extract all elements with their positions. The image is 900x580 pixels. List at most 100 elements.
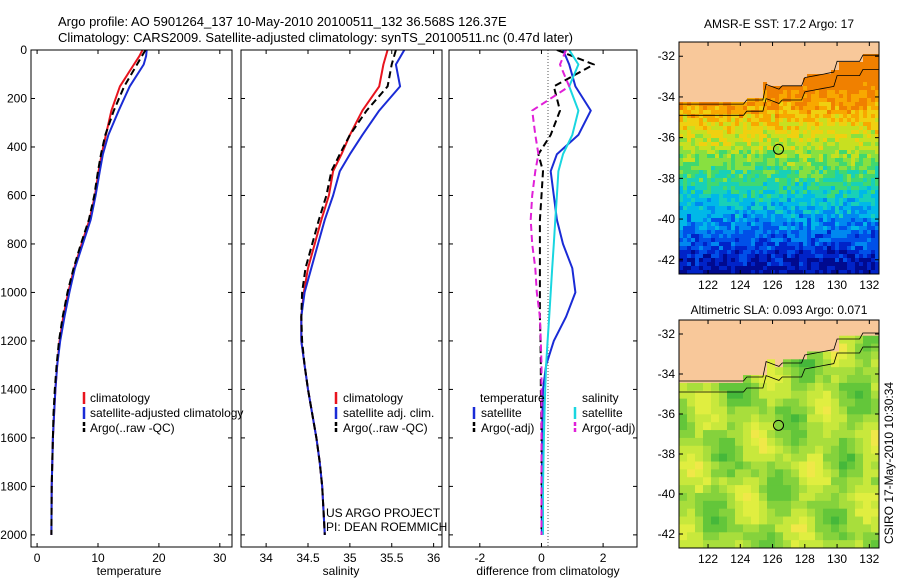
- heatmap-cell: [779, 86, 784, 91]
- heatmap-cell: [871, 118, 876, 123]
- heatmap-cell: [767, 327, 776, 337]
- heatmap-cell: [687, 162, 692, 167]
- heatmap-cell: [855, 138, 860, 143]
- heatmap-cell: [787, 234, 792, 239]
- heatmap-cell: [871, 90, 876, 95]
- map-y-tick-label: -36: [658, 131, 676, 145]
- heatmap-cell: [871, 110, 876, 115]
- heatmap-cell: [759, 178, 764, 183]
- heatmap-cell: [875, 70, 879, 75]
- heatmap-cell: [735, 218, 740, 223]
- heatmap-cell: [867, 210, 872, 215]
- heatmap-cell: [863, 198, 868, 203]
- heatmap-cell: [835, 174, 840, 179]
- map-y-tick-label: -42: [658, 253, 676, 267]
- heatmap-cell: [683, 70, 688, 75]
- heatmap-cell: [875, 94, 879, 99]
- heatmap-cell: [723, 90, 728, 95]
- heatmap-cell: [823, 114, 828, 119]
- heatmap-cell: [807, 250, 812, 255]
- heatmap-cell: [863, 218, 868, 223]
- heatmap-cell: [859, 62, 864, 67]
- heatmap-cell: [783, 90, 788, 95]
- heatmap-cell: [687, 406, 696, 415]
- heatmap-cell: [823, 382, 832, 392]
- heatmap-cell: [839, 102, 844, 107]
- heatmap-cell: [743, 430, 752, 439]
- heatmap-cell: [779, 82, 784, 87]
- heatmap-cell: [783, 250, 788, 255]
- series-line-temperature-argo-adj-: [537, 50, 595, 535]
- heatmap-cell: [811, 270, 816, 274]
- heatmap-cell: [715, 238, 720, 243]
- heatmap-cell: [839, 110, 844, 115]
- heatmap-cell: [735, 150, 740, 155]
- heatmap-cell: [687, 74, 692, 79]
- heatmap-cell: [767, 453, 776, 462]
- heatmap-cell: [679, 398, 688, 407]
- heatmap-cell: [783, 359, 792, 368]
- heatmap-cell: [807, 142, 812, 147]
- difference-axes-box: [448, 49, 638, 548]
- heatmap-cell: [743, 190, 748, 195]
- heatmap-cell: [771, 262, 776, 267]
- heatmap-cell: [679, 94, 684, 99]
- heatmap-cell: [751, 46, 756, 51]
- heatmap-cell: [875, 154, 879, 159]
- heatmap-cell: [695, 178, 700, 183]
- heatmap-cell: [715, 90, 720, 95]
- heatmap-cell: [695, 74, 700, 79]
- heatmap-cell: [819, 198, 824, 203]
- heatmap-cell: [723, 182, 728, 187]
- heatmap-cell: [755, 218, 760, 223]
- heatmap-cell: [691, 270, 696, 274]
- heatmap-cell: [679, 390, 688, 400]
- heatmap-cell: [863, 146, 868, 151]
- heatmap-cell: [799, 320, 808, 329]
- heatmap-cell: [863, 134, 868, 139]
- heatmap-cell: [867, 234, 872, 239]
- heatmap-cell: [679, 469, 688, 478]
- heatmap-cell: [803, 218, 808, 223]
- heatmap-cell: [811, 254, 816, 259]
- heatmap-cell: [763, 226, 768, 231]
- heatmap-cell: [767, 74, 772, 79]
- heatmap-cell: [867, 190, 872, 195]
- heatmap-cell: [695, 154, 700, 159]
- heatmap-cell: [771, 94, 776, 99]
- heatmap-cell: [703, 469, 712, 478]
- heatmap-cell: [815, 266, 820, 271]
- heatmap-cell: [775, 485, 784, 494]
- heatmap-cell: [743, 158, 748, 163]
- heatmap-cell: [683, 186, 688, 191]
- heatmap-cell: [839, 500, 848, 510]
- heatmap-cell: [799, 351, 808, 360]
- heatmap-cell: [839, 335, 848, 344]
- heatmap-cell: [783, 226, 788, 231]
- heatmap-cell: [855, 46, 860, 51]
- heatmap-cell: [839, 114, 844, 119]
- heatmap-cell: [751, 485, 760, 494]
- heatmap-cell: [799, 202, 804, 207]
- heatmap-cell: [759, 58, 764, 63]
- heatmap-cell: [839, 532, 848, 541]
- heatmap-cell: [679, 540, 688, 548]
- heatmap-cell: [823, 335, 832, 344]
- heatmap-cell: [803, 142, 808, 147]
- heatmap-cell: [735, 398, 744, 407]
- heatmap-cell: [691, 54, 696, 59]
- heatmap-cell: [791, 186, 796, 191]
- heatmap-cell: [823, 406, 832, 415]
- heatmap-cell: [743, 485, 752, 494]
- heatmap-cell: [815, 146, 820, 151]
- heatmap-cell: [715, 150, 720, 155]
- heatmap-cell: [751, 266, 756, 271]
- heatmap-cell: [707, 74, 712, 79]
- heatmap-cell: [863, 270, 868, 274]
- heatmap-cell: [695, 122, 700, 127]
- heatmap-cell: [775, 70, 780, 75]
- heatmap-cell: [803, 118, 808, 123]
- heatmap-cell: [791, 453, 800, 462]
- heatmap-cell: [739, 110, 744, 115]
- heatmap-cell: [799, 194, 804, 199]
